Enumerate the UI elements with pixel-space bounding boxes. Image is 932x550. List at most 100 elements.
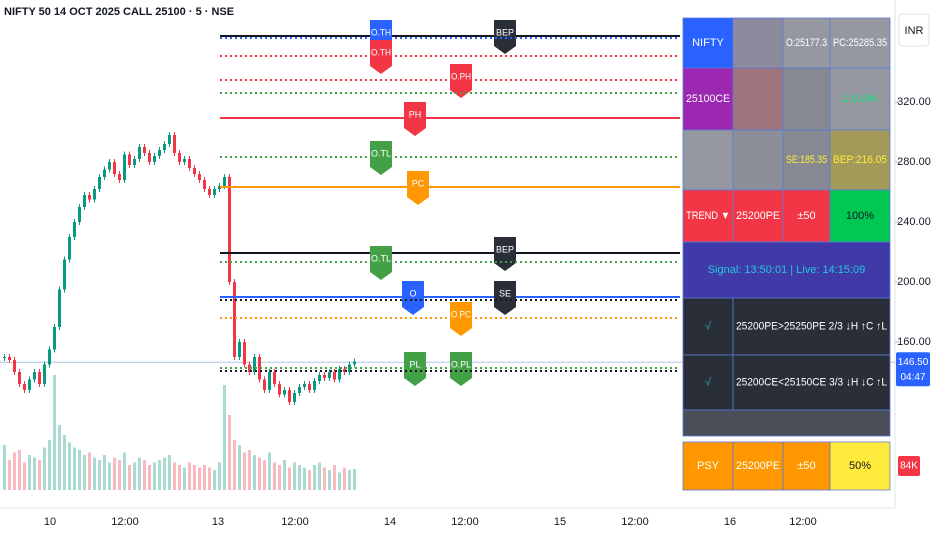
level-tag-label: BEP [496,27,514,37]
volume-bar [283,460,286,490]
time-label: 12:00 [281,516,309,528]
level-tag-label: O.TL [371,148,391,158]
level-tag [407,171,429,206]
table-cell [682,189,734,243]
table-cell-text: Signal: 13:50:01 | Live: 14:15:09 [708,264,866,276]
table-cell-text: SE:185.35 [786,154,827,166]
table-cell [829,189,891,243]
currency[interactable]: INR [905,25,924,37]
candle-body [333,372,336,380]
level-tag [404,102,426,137]
time-label: 15 [554,516,566,528]
currency-box[interactable] [898,13,930,47]
candle-body [93,189,96,200]
candle-body [68,237,71,260]
candle-body [348,364,351,372]
symbol-title: NIFTY 50 14 OCT 2025 CALL 25100 · 5 · NS… [4,6,234,18]
table-cell [732,354,891,411]
level-tag [404,351,426,386]
candle-body [288,390,291,402]
candle-body [228,177,231,282]
volume-bar [8,460,11,490]
candle-body [48,349,51,365]
table-cell [682,241,891,299]
time-label: 14 [384,516,396,528]
table-cell-text: √ [705,376,712,388]
time-label: 16 [724,516,736,528]
candle-body [128,154,131,165]
volume-bar [298,465,301,490]
candle-body [313,381,316,390]
table-cell-text: √ [705,320,712,332]
table-cell [682,409,891,437]
table-cell [682,129,734,191]
volume-bar [213,470,216,490]
price-tick-label: 320.00 [897,96,931,108]
candle-body [168,135,171,144]
volume-tag [898,456,920,476]
volume-bar [293,462,296,490]
volume-bar [18,450,21,490]
table-cell-text: ±50 [797,210,815,222]
table-cell-text: PC:25285.35 [833,37,887,49]
table-cell [732,129,784,191]
candle-body [268,372,271,390]
candle-body [148,153,151,162]
level-tag [402,281,424,315]
candle-body [328,372,331,378]
table-cell-text: BEP:216.05 [833,154,887,166]
candle-body [13,360,16,372]
table-cell [829,441,891,491]
level-tag [370,39,392,74]
volume-bar [228,415,231,490]
time-label: 12:00 [789,516,817,528]
volume-bar [118,460,121,490]
volume-bar [223,385,226,490]
volume-bar [93,457,96,490]
candle-body [163,144,166,150]
candle-body [278,384,281,395]
volume-bar [143,460,146,490]
volume-bar [83,455,86,490]
candle-body [158,150,161,156]
candle-body [103,169,106,177]
table-cell [732,67,784,131]
candle-body [343,369,346,372]
volume-bar [158,460,161,490]
volume-bar [238,445,241,490]
volume-bar [258,457,261,490]
candle-body [293,393,296,402]
candle-body [318,375,321,381]
time-label: 10 [44,516,56,528]
volume-bar [128,465,131,490]
candle-body [118,174,121,180]
volume-bar [3,445,6,490]
candle-body [43,364,46,384]
price-tick-label: 240.00 [897,216,931,228]
volume-bar [178,465,181,490]
table-cell-text: 25200PE [736,210,780,222]
level-tag-label: O.PL [451,359,471,369]
candle-body [198,174,201,180]
volume-bar [278,465,281,490]
countdown-label: 04:47 [900,372,925,383]
volume-bar [318,462,321,490]
candle-body [213,189,216,195]
candle-body [208,189,211,195]
volume-bar [108,462,111,490]
candle-body [323,375,326,378]
volume-bar [73,447,76,490]
candle-body [298,387,301,393]
candle-body [188,159,191,168]
volume-bar [218,462,221,490]
candle-body [63,259,66,290]
price-tick-label: 160.00 [897,336,931,348]
volume-bar [78,450,81,490]
last-price-tag [896,352,930,387]
time-label: 13 [212,516,224,528]
volume-bar [248,450,251,490]
table-cell-text: O:25177.3 [786,37,827,49]
time-label: 12:00 [451,516,479,528]
table-cell [829,129,891,191]
